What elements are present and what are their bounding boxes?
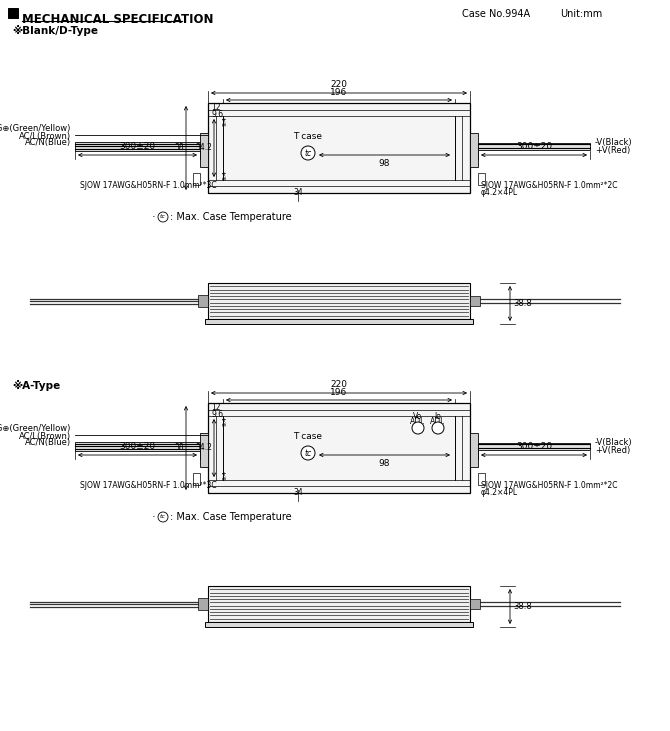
- Text: T case: T case: [293, 432, 322, 441]
- Text: 300±20: 300±20: [516, 442, 552, 451]
- Text: Vo: Vo: [413, 412, 423, 421]
- Bar: [208, 103, 470, 193]
- Text: AC/L(Brown): AC/L(Brown): [19, 432, 71, 441]
- Text: 300±20: 300±20: [516, 142, 552, 151]
- Text: 98: 98: [379, 459, 390, 468]
- Text: 196: 196: [330, 88, 348, 97]
- Bar: [478, 443, 590, 450]
- Text: 38.8: 38.8: [513, 602, 532, 611]
- Text: Unit:mm: Unit:mm: [560, 9, 602, 19]
- Circle shape: [158, 212, 168, 222]
- Text: SJOW 17AWG&H05RN-F 1.0mm²*2C: SJOW 17AWG&H05RN-F 1.0mm²*2C: [481, 481, 618, 490]
- Bar: [75, 442, 200, 451]
- Text: MECHANICAL SPECIFICATION: MECHANICAL SPECIFICATION: [22, 13, 214, 26]
- Bar: [75, 142, 200, 151]
- Text: ADJ.: ADJ.: [430, 417, 446, 426]
- Text: AC/N(Blue): AC/N(Blue): [25, 138, 71, 147]
- Text: 9.4: 9.4: [222, 116, 228, 126]
- Circle shape: [412, 422, 424, 434]
- Bar: [198, 598, 208, 610]
- Circle shape: [301, 446, 315, 460]
- Text: 34.2: 34.2: [195, 143, 212, 153]
- Text: ADJ.: ADJ.: [410, 417, 426, 426]
- Bar: [208, 283, 470, 319]
- Text: T case: T case: [293, 132, 322, 141]
- Circle shape: [432, 422, 444, 434]
- Text: 220: 220: [330, 380, 348, 389]
- Text: 34: 34: [293, 488, 303, 497]
- Text: tc: tc: [160, 515, 166, 520]
- Bar: [470, 296, 480, 306]
- Text: 9.4: 9.4: [222, 416, 228, 426]
- Text: SJOW 17AWG&H05RN-F 1.0mm²*3C: SJOW 17AWG&H05RN-F 1.0mm²*3C: [80, 181, 216, 190]
- Text: ※A-Type: ※A-Type: [12, 380, 60, 391]
- Text: 9.6: 9.6: [211, 410, 223, 419]
- Text: 9.4: 9.4: [222, 470, 228, 480]
- Text: FG⊕(Green/Yellow): FG⊕(Green/Yellow): [0, 124, 71, 133]
- Bar: [8, 8, 18, 18]
- Text: -V(Black): -V(Black): [595, 437, 632, 447]
- Text: +V(Red): +V(Red): [595, 145, 630, 154]
- Text: 34: 34: [293, 188, 303, 197]
- Bar: [198, 295, 208, 307]
- Bar: [193, 473, 200, 485]
- Text: 38: 38: [174, 444, 184, 452]
- Text: FG⊕(Green/Yellow): FG⊕(Green/Yellow): [0, 424, 71, 433]
- Text: ※Blank/D-Type: ※Blank/D-Type: [12, 25, 98, 36]
- Text: SJOW 17AWG&H05RN-F 1.0mm²*2C: SJOW 17AWG&H05RN-F 1.0mm²*2C: [481, 181, 618, 190]
- Bar: [208, 403, 470, 493]
- Bar: [470, 599, 480, 609]
- Text: 196: 196: [330, 388, 348, 397]
- Text: 12: 12: [211, 403, 220, 412]
- Text: +V(Red): +V(Red): [595, 445, 630, 455]
- Text: -V(Black): -V(Black): [595, 137, 632, 146]
- Text: SJOW 17AWG&H05RN-F 1.0mm²*3C: SJOW 17AWG&H05RN-F 1.0mm²*3C: [80, 481, 216, 490]
- Text: 12: 12: [211, 103, 220, 112]
- Bar: [200, 133, 208, 167]
- Text: tc: tc: [160, 214, 166, 219]
- Bar: [478, 143, 590, 150]
- Text: φ4.2×4PL: φ4.2×4PL: [481, 488, 518, 497]
- Text: ·: ·: [151, 212, 155, 222]
- Bar: [205, 319, 473, 324]
- Circle shape: [158, 512, 168, 522]
- Text: Case No.994A: Case No.994A: [462, 9, 530, 19]
- Bar: [200, 433, 208, 467]
- Text: : Max. Case Temperature: : Max. Case Temperature: [170, 212, 291, 222]
- Bar: [470, 433, 478, 467]
- Text: 38.8: 38.8: [513, 299, 532, 308]
- Text: 38: 38: [174, 143, 184, 153]
- Text: Io: Io: [435, 412, 442, 421]
- Bar: [478, 173, 485, 185]
- Text: 300±20: 300±20: [119, 142, 155, 151]
- Text: AC/N(Blue): AC/N(Blue): [25, 438, 71, 447]
- Circle shape: [301, 146, 315, 160]
- Bar: [478, 473, 485, 485]
- Bar: [205, 622, 473, 627]
- Text: φ4.2×4PL: φ4.2×4PL: [481, 188, 518, 197]
- Text: 98: 98: [379, 159, 390, 168]
- Text: 9.4: 9.4: [222, 170, 228, 180]
- Bar: [193, 173, 200, 185]
- Bar: [470, 133, 478, 167]
- Text: tc: tc: [304, 148, 312, 157]
- Bar: [208, 586, 470, 622]
- Text: 9.6: 9.6: [211, 110, 223, 119]
- Text: 300±20: 300±20: [119, 442, 155, 451]
- Text: tc: tc: [304, 449, 312, 458]
- Text: 34.2: 34.2: [195, 444, 212, 452]
- Text: 220: 220: [330, 80, 348, 89]
- Text: ·: ·: [151, 512, 155, 522]
- Text: : Max. Case Temperature: : Max. Case Temperature: [170, 512, 291, 522]
- Text: AC/L(Brown): AC/L(Brown): [19, 132, 71, 141]
